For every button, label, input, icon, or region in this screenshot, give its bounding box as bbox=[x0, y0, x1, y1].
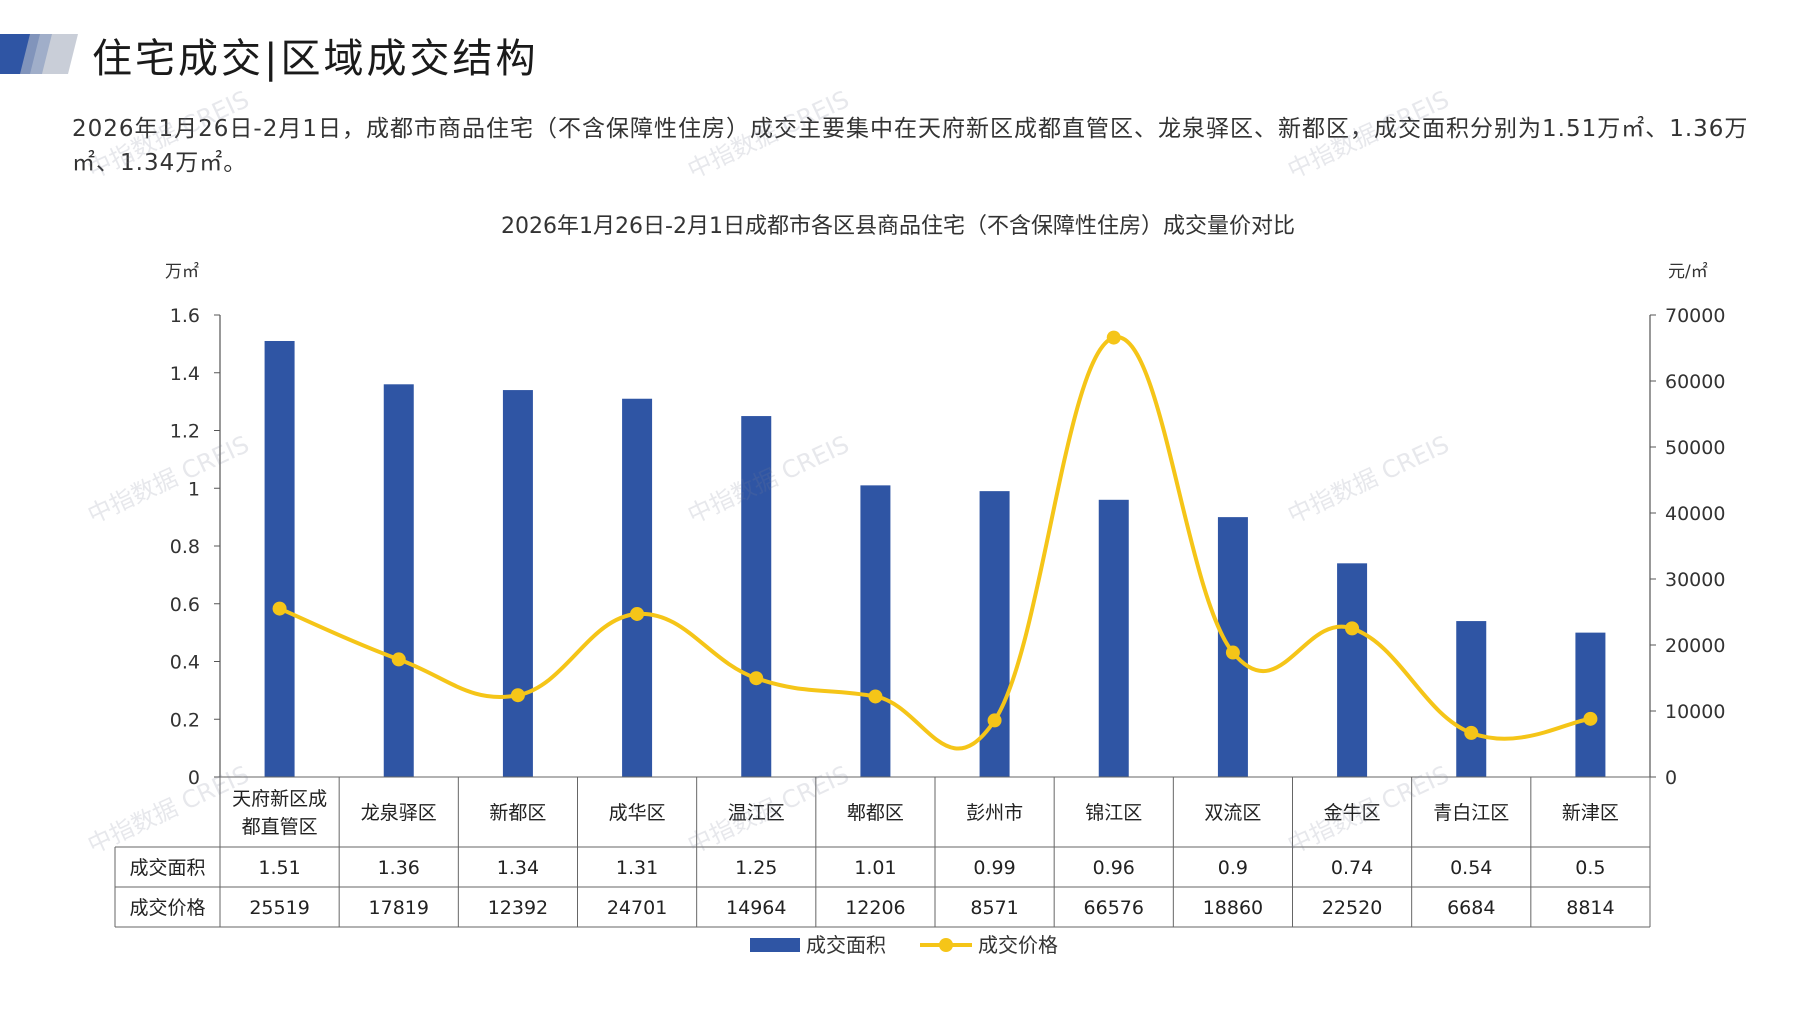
category-label: 金牛区 bbox=[1324, 802, 1381, 824]
combo-chart: 2026年1月26日-2月1日成都市各区县商品住宅（不含保障性住房）成交量价对比… bbox=[114, 214, 1725, 957]
category-label: 双流区 bbox=[1204, 802, 1261, 824]
category-label: 成华区 bbox=[609, 802, 666, 824]
category-label: 青白江区 bbox=[1433, 802, 1509, 824]
category-label: 新津区 bbox=[1562, 802, 1619, 824]
table-cell-area: 1.51 bbox=[258, 857, 300, 879]
point-成交价格-11 bbox=[1583, 711, 1598, 726]
bar-成交面积-2 bbox=[502, 390, 533, 777]
point-成交价格-2 bbox=[510, 688, 525, 703]
y-left-tick-label: 1.6 bbox=[170, 305, 200, 327]
line-成交价格 bbox=[278, 335, 1591, 751]
point-成交价格-7 bbox=[1106, 330, 1121, 345]
y-right-tick-label: 70000 bbox=[1665, 305, 1725, 327]
table-cell-price: 66576 bbox=[1084, 897, 1144, 919]
y-right-tick-label: 30000 bbox=[1665, 569, 1725, 591]
category-label: 彭州市 bbox=[966, 802, 1023, 824]
category-label: 天府新区成 bbox=[232, 788, 327, 810]
category-label: 温江区 bbox=[728, 802, 785, 824]
bar-成交面积-4 bbox=[741, 416, 772, 777]
y-right-tick-label: 20000 bbox=[1665, 635, 1725, 657]
table-cell-price: 6684 bbox=[1447, 897, 1495, 919]
y-left-tick-label: 0.2 bbox=[170, 709, 200, 731]
page-title: 住宅成交|区域成交结构 bbox=[92, 36, 539, 82]
y-right-tick-label: 50000 bbox=[1665, 437, 1725, 459]
table-cell-price: 25519 bbox=[249, 897, 309, 919]
bar-成交面积-3 bbox=[622, 398, 653, 777]
y-left-tick-label: 0.4 bbox=[170, 652, 200, 674]
table-cell-area: 0.96 bbox=[1093, 857, 1135, 879]
point-成交价格-3 bbox=[630, 606, 645, 621]
table-cell-area: 1.25 bbox=[735, 857, 777, 879]
point-成交价格-5 bbox=[868, 689, 883, 704]
bar-成交面积-10 bbox=[1456, 621, 1487, 777]
y-left-tick-label: 1 bbox=[188, 478, 200, 500]
table-row-header: 成交面积 bbox=[129, 857, 205, 879]
y-left-tick-label: 1.4 bbox=[170, 363, 200, 385]
y-right-tick-label: 10000 bbox=[1665, 701, 1725, 723]
chart-title: 2026年1月26日-2月1日成都市各区县商品住宅（不含保障性住房）成交量价对比 bbox=[501, 214, 1295, 239]
y-left-tick-label: 1.2 bbox=[170, 421, 200, 443]
bar-成交面积-6 bbox=[979, 491, 1010, 777]
legend-label: 成交面积 bbox=[806, 933, 886, 957]
legend-label: 成交价格 bbox=[978, 933, 1058, 957]
point-成交价格-10 bbox=[1464, 725, 1479, 740]
header: 住宅成交|区域成交结构 bbox=[0, 22, 1797, 82]
table-cell-price: 17819 bbox=[369, 897, 429, 919]
bar-成交面积-1 bbox=[383, 384, 414, 777]
y-right-tick-label: 40000 bbox=[1665, 503, 1725, 525]
point-成交价格-8 bbox=[1225, 645, 1240, 660]
y-right-unit: 元/㎡ bbox=[1668, 262, 1708, 282]
category-label: 龙泉驿区 bbox=[361, 802, 437, 824]
summary-text: 2026年1月26日-2月1日，成都市商品住宅（不含保障性住房）成交主要集中在天… bbox=[72, 116, 1749, 176]
table-cell-price: 12392 bbox=[488, 897, 548, 919]
table-cell-price: 18860 bbox=[1203, 897, 1263, 919]
bar-成交面积-7 bbox=[1098, 499, 1129, 777]
table-cell-area: 0.99 bbox=[973, 857, 1015, 879]
table-row-header: 成交价格 bbox=[129, 897, 205, 919]
point-成交价格-1 bbox=[391, 652, 406, 667]
legend-line-marker bbox=[939, 938, 953, 952]
y-right-tick-label: 60000 bbox=[1665, 371, 1725, 393]
y-right-tick-label: 0 bbox=[1665, 767, 1677, 789]
table-cell-price: 8571 bbox=[970, 897, 1018, 919]
y-left-tick-label: 0.6 bbox=[170, 594, 200, 616]
category-label: 新都区 bbox=[489, 802, 546, 824]
point-成交价格-9 bbox=[1345, 621, 1360, 636]
table-cell-price: 8814 bbox=[1566, 897, 1614, 919]
point-成交价格-4 bbox=[749, 671, 764, 686]
table-cell-area: 0.5 bbox=[1575, 857, 1605, 879]
category-label: 郫都区 bbox=[847, 802, 904, 824]
table-cell-price: 14964 bbox=[726, 897, 786, 919]
table-cell-price: 22520 bbox=[1322, 897, 1382, 919]
table-cell-area: 0.9 bbox=[1218, 857, 1248, 879]
legend-bar-swatch bbox=[750, 938, 800, 952]
y-left-tick-label: 0 bbox=[188, 767, 200, 789]
table-cell-area: 0.74 bbox=[1331, 857, 1373, 879]
table-cell-area: 0.54 bbox=[1450, 857, 1492, 879]
bar-成交面积-9 bbox=[1337, 563, 1368, 777]
y-left-tick-label: 0.8 bbox=[170, 536, 200, 558]
category-label: 锦江区 bbox=[1085, 802, 1142, 824]
point-成交价格-0 bbox=[272, 601, 287, 616]
y-left-unit: 万㎡ bbox=[165, 262, 199, 282]
bar-成交面积-5 bbox=[860, 485, 891, 777]
point-成交价格-6 bbox=[987, 713, 1002, 728]
logo-icon bbox=[0, 34, 78, 74]
table-cell-area: 1.01 bbox=[854, 857, 896, 879]
table-cell-price: 24701 bbox=[607, 897, 667, 919]
table-cell-price: 12206 bbox=[845, 897, 905, 919]
table-cell-area: 1.31 bbox=[616, 857, 658, 879]
bar-成交面积-11 bbox=[1575, 632, 1606, 777]
table-cell-area: 1.36 bbox=[378, 857, 420, 879]
table-cell-area: 1.34 bbox=[497, 857, 539, 879]
bar-成交面积-0 bbox=[264, 340, 295, 777]
category-label: 都直管区 bbox=[242, 816, 318, 838]
chart-container: 2026年1月26日-2月1日成都市各区县商品住宅（不含保障性住房）成交量价对比… bbox=[0, 205, 1797, 985]
